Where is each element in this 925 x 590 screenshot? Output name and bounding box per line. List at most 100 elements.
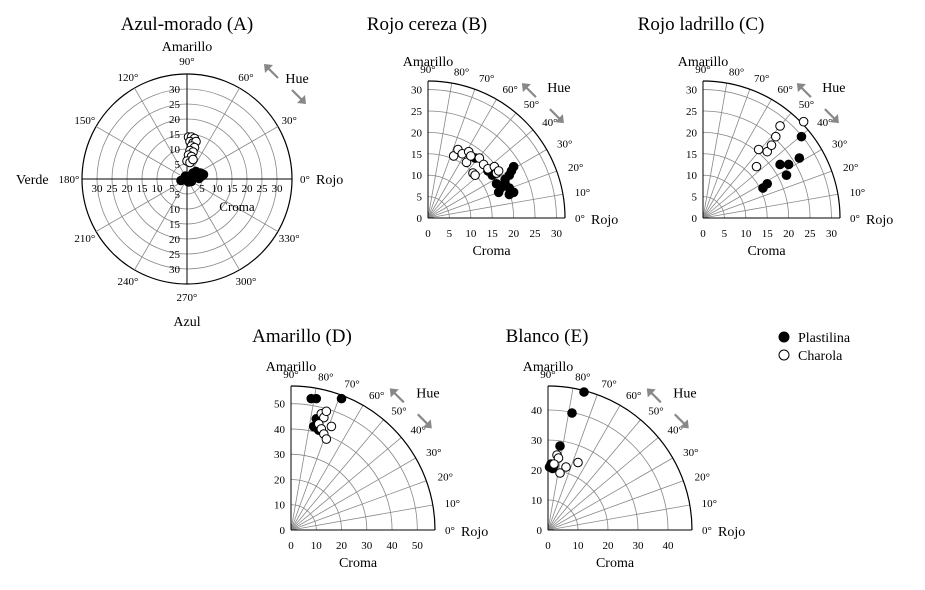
- angle-tick-label: 90°: [179, 56, 194, 68]
- angle-tick-label: 90°: [540, 369, 555, 381]
- top-axis-label: Amarillo: [162, 40, 213, 55]
- spoke: [186, 87, 240, 180]
- x-tick-label: 30: [633, 540, 645, 552]
- radial-tick-label: 10: [152, 183, 164, 195]
- angle-tick-label: 80°: [318, 371, 333, 383]
- spoke: [427, 112, 517, 219]
- data-point-plastilina: [796, 131, 807, 142]
- angle-tick-label: 210°: [74, 233, 95, 245]
- radial-tick-label: 20: [169, 114, 181, 126]
- y-tick-label: 5: [417, 192, 423, 204]
- radial-tick-label: 10: [169, 144, 181, 156]
- x-tick-label: 10: [311, 540, 323, 552]
- legend-label-charola: Charola: [798, 349, 843, 364]
- x-tick-label: 5: [722, 228, 728, 240]
- radial-tick-label: 5: [199, 183, 205, 195]
- spoke: [702, 129, 809, 219]
- legend-label-plastilina: Plastilina: [798, 331, 851, 346]
- legend-marker-open: [778, 349, 790, 361]
- data-point-plastilina: [194, 173, 204, 184]
- grid-arc: [290, 403, 418, 531]
- y-tick-label: 0: [280, 525, 286, 537]
- chart-panel-b: Rojo cereza (B) Amarillo Croma 0 5 10 15 20 25 30…: [367, 14, 618, 259]
- x-axis-label: Croma: [747, 244, 786, 259]
- angle-tick-label: 20°: [438, 472, 453, 484]
- y-tick-label: 0: [417, 213, 423, 225]
- y-tick-label: 10: [531, 495, 543, 507]
- legend: Plastilina Charola: [778, 331, 851, 364]
- spoke: [134, 87, 188, 180]
- data-point-charola: [798, 116, 809, 127]
- x-tick-label: 20: [508, 228, 520, 240]
- radial-tick-label: 15: [227, 183, 239, 195]
- angle-tick-label: 60°: [626, 390, 641, 402]
- data-point-charola: [188, 154, 198, 165]
- spoke: [290, 504, 433, 531]
- x-tick-label: 30: [826, 228, 838, 240]
- angle-tick-label: 50°: [391, 405, 406, 417]
- data-point-charola: [549, 459, 559, 469]
- angle-tick-label: 270°: [177, 292, 198, 304]
- grid-arc: [702, 110, 811, 219]
- y-tick-label: 5: [692, 192, 698, 204]
- y-tick-label: 20: [531, 465, 543, 477]
- angle-tick-label: 150°: [74, 115, 95, 127]
- x-tick-label: 25: [805, 228, 817, 240]
- y-tick-label: 20: [686, 127, 698, 139]
- hue-arrow-down-head: [554, 114, 564, 124]
- x-tick-label: 50: [412, 540, 424, 552]
- angle-tick-label: 30°: [557, 139, 572, 151]
- spoke: [547, 437, 659, 531]
- x-axis-label: Croma: [339, 556, 378, 571]
- data-point-charola: [766, 140, 777, 151]
- spoke: [427, 99, 497, 219]
- hue-arrow-down-head: [297, 95, 306, 104]
- x-tick-label: 30: [361, 540, 373, 552]
- grid-arc: [290, 453, 368, 531]
- data-point-plastilina: [500, 178, 510, 189]
- data-point-plastilina: [493, 187, 504, 198]
- left-axis-label: Verde: [16, 173, 49, 188]
- y-tick-label: 15: [411, 149, 423, 161]
- spoke: [702, 99, 772, 219]
- angle-tick-label: 330°: [279, 233, 300, 245]
- right-axis-label: Rojo: [591, 213, 618, 228]
- x-tick-label: 10: [740, 228, 752, 240]
- data-point-charola: [466, 151, 476, 161]
- data-point-charola: [326, 421, 337, 432]
- y-tick-label: 40: [531, 405, 543, 417]
- angle-tick-label: 80°: [729, 66, 744, 78]
- radial-tick-label: 25: [257, 183, 269, 195]
- hue-arrow-up-head: [521, 83, 531, 93]
- grid-arc: [290, 479, 342, 531]
- angle-tick-label: 20°: [843, 162, 858, 174]
- spoke: [547, 394, 598, 531]
- chart-panel-c: Rojo ladrillo (C) Amarillo Croma 0 5 10 15 20 25…: [638, 14, 894, 259]
- data-point-charola: [770, 131, 781, 142]
- spoke: [427, 129, 534, 219]
- angle-tick-label: 70°: [479, 73, 494, 85]
- data-point-plastilina: [781, 170, 792, 180]
- y-tick-label: 10: [686, 170, 698, 182]
- angle-tick-label: 30°: [281, 115, 296, 127]
- outer-arc: [290, 385, 436, 531]
- spoke: [290, 480, 427, 531]
- hue-arrow-up-head: [646, 388, 656, 398]
- outer-arc: [427, 80, 566, 219]
- grid-arc: [427, 89, 557, 219]
- radial-tick-label: 15: [169, 129, 181, 141]
- spoke: [186, 178, 240, 271]
- chart-title: Blanco (E): [506, 326, 589, 347]
- spoke: [427, 83, 453, 219]
- hue-label: Hue: [416, 387, 439, 402]
- y-tick-label: 25: [686, 106, 698, 118]
- hue-arrow-down-head: [422, 419, 432, 429]
- angle-tick-label: 50°: [799, 99, 814, 111]
- grid-arc: [427, 110, 536, 219]
- x-tick-label: 0: [425, 228, 431, 240]
- radial-tick-label: 25: [169, 99, 181, 111]
- y-tick-label: 20: [274, 474, 286, 486]
- spoke: [290, 394, 341, 531]
- angle-tick-label: 240°: [118, 276, 139, 288]
- x-tick-label: 15: [487, 228, 499, 240]
